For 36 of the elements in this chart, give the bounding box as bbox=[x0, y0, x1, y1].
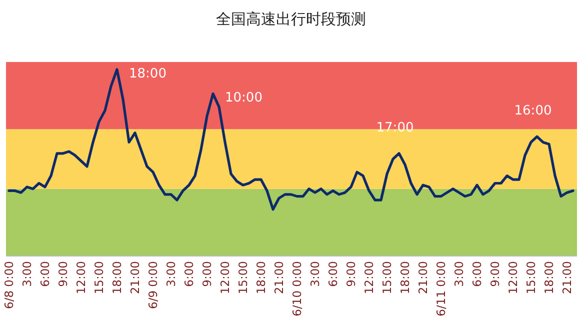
x-tick-label: 21:00 bbox=[560, 261, 574, 294]
x-tick-label: 6:00 bbox=[38, 261, 52, 287]
x-tick-label: 6/11 0:00 bbox=[434, 261, 448, 316]
annotation: 16:00 bbox=[514, 104, 552, 119]
x-tick-label: 3:00 bbox=[20, 261, 34, 287]
x-tick-label: 15:00 bbox=[92, 261, 106, 294]
x-tick-label: 6:00 bbox=[182, 261, 196, 287]
x-tick-label: 18:00 bbox=[254, 261, 268, 294]
x-tick-label: 6:00 bbox=[470, 261, 484, 287]
chart-title: 全国高速出行时段预测 bbox=[216, 10, 366, 28]
x-tick-label: 9:00 bbox=[56, 261, 70, 287]
x-tick-label: 6:00 bbox=[326, 261, 340, 287]
x-tick-label: 18:00 bbox=[542, 261, 556, 294]
x-tick-label: 9:00 bbox=[200, 261, 214, 287]
x-tick-label: 15:00 bbox=[236, 261, 250, 294]
x-tick-label: 18:00 bbox=[398, 261, 412, 294]
x-tick-label: 9:00 bbox=[488, 261, 502, 287]
x-tick-label: 21:00 bbox=[416, 261, 430, 294]
x-tick-label: 6/8 0:00 bbox=[2, 261, 16, 309]
annotation: 18:00 bbox=[129, 66, 166, 82]
x-tick-label: 12:00 bbox=[506, 261, 520, 294]
x-tick-label: 9:00 bbox=[344, 261, 358, 287]
x-tick-label: 12:00 bbox=[218, 261, 232, 294]
x-tick-label: 15:00 bbox=[380, 261, 394, 294]
annotation: 10:00 bbox=[225, 90, 262, 106]
x-tick-label: 12:00 bbox=[362, 261, 376, 294]
x-tick-label: 6/10 0:00 bbox=[290, 261, 304, 316]
x-tick-label: 21:00 bbox=[272, 261, 286, 294]
x-tick-label: 3:00 bbox=[308, 261, 322, 287]
x-tick-label: 21:00 bbox=[128, 261, 142, 294]
x-tick-label: 15:00 bbox=[524, 261, 538, 294]
x-tick-label: 3:00 bbox=[164, 261, 178, 287]
x-tick-label: 6/9 0:00 bbox=[146, 261, 160, 309]
x-tick-label: 3:00 bbox=[452, 261, 466, 287]
x-tick-label: 18:00 bbox=[110, 261, 124, 294]
x-tick-label: 12:00 bbox=[74, 261, 88, 294]
